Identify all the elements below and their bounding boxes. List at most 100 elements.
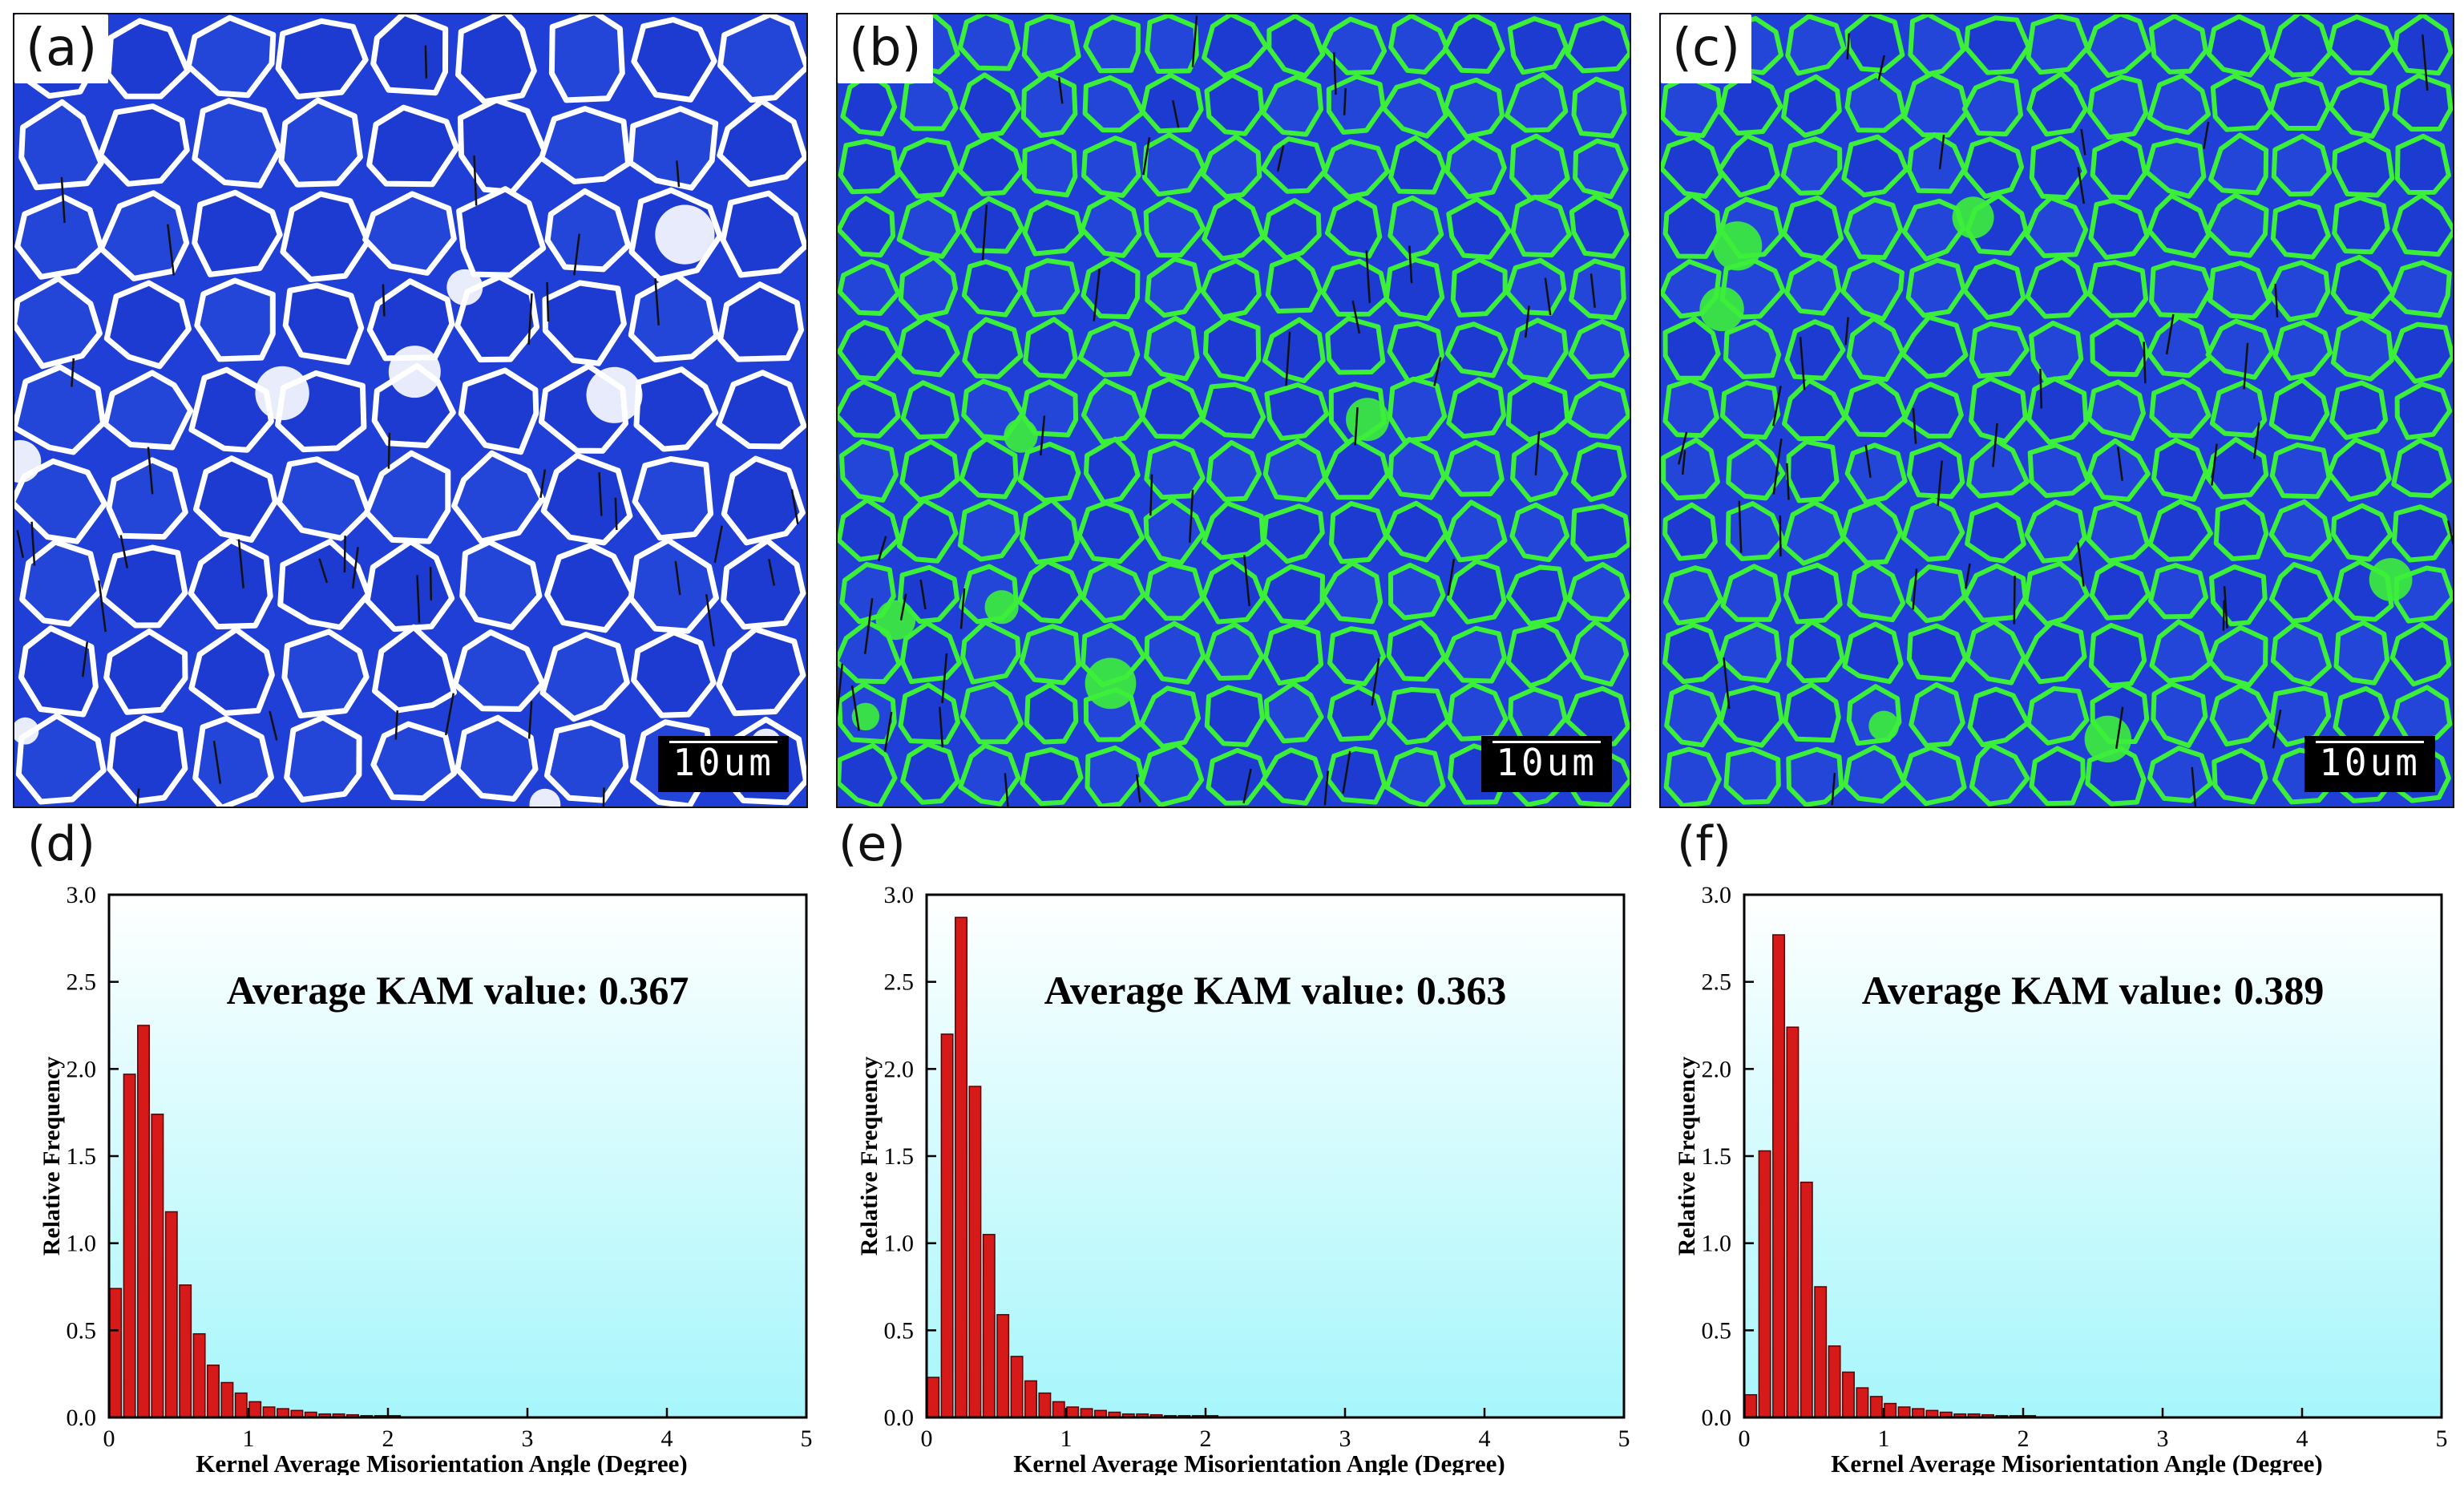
twin-boundary bbox=[2080, 128, 2086, 156]
kam-map-image bbox=[838, 14, 1630, 807]
grain bbox=[1023, 317, 1078, 379]
grain bbox=[1786, 746, 1844, 807]
histogram-bar bbox=[1080, 1408, 1093, 1418]
x-tick-label: 5 bbox=[801, 1425, 813, 1452]
grain bbox=[1260, 747, 1323, 806]
twin-boundary bbox=[269, 710, 278, 741]
grain bbox=[103, 280, 192, 370]
y-tick-label: 0.5 bbox=[67, 1317, 97, 1344]
grain bbox=[1388, 562, 1446, 621]
grain bbox=[1138, 742, 1205, 807]
boundary-cluster bbox=[1004, 418, 1038, 453]
kam-map-image bbox=[1661, 14, 2453, 807]
grain bbox=[1905, 257, 1966, 318]
grain bbox=[1723, 746, 1781, 805]
grain bbox=[2333, 620, 2390, 685]
twin-boundary bbox=[1276, 145, 1285, 172]
grain bbox=[2332, 195, 2390, 255]
grain bbox=[959, 196, 1024, 254]
grain bbox=[1969, 376, 2028, 444]
twin-boundary bbox=[1937, 460, 1943, 507]
grain bbox=[2149, 619, 2213, 684]
histogram-svg: 0.0 0.5 1.0 1.5 2.0 2.5 3.0 0 1 2 3 4 5 Kernel Averag… bbox=[856, 882, 1630, 1475]
grain bbox=[1206, 439, 1262, 502]
x-axis-label: Kernel Average Misorientation Angle (Deg… bbox=[1013, 1450, 1505, 1475]
grain bbox=[362, 191, 457, 276]
twin-boundary bbox=[1433, 357, 1442, 386]
histogram-bar bbox=[248, 1401, 262, 1418]
x-tick-label: 4 bbox=[1479, 1425, 1491, 1452]
grain bbox=[1263, 681, 1324, 744]
twin-boundary bbox=[387, 432, 391, 469]
twin-boundary bbox=[546, 281, 550, 322]
grain bbox=[2207, 625, 2268, 688]
grain bbox=[2208, 261, 2272, 321]
grain bbox=[2026, 14, 2090, 75]
grain bbox=[452, 629, 546, 712]
grain bbox=[720, 190, 806, 278]
twin-boundary bbox=[1093, 268, 1101, 321]
boundary-cluster bbox=[14, 717, 39, 745]
grain bbox=[1386, 620, 1447, 682]
twin-boundary bbox=[473, 156, 478, 206]
twin-boundary bbox=[1323, 770, 1329, 806]
grain bbox=[192, 189, 283, 277]
grain bbox=[1901, 745, 1967, 807]
grain bbox=[1507, 16, 1569, 75]
grain-boundaries bbox=[838, 14, 1630, 807]
twin-boundary bbox=[1285, 331, 1291, 386]
grain bbox=[899, 439, 960, 503]
boundary-cluster bbox=[2369, 558, 2413, 601]
twin-boundary bbox=[2165, 313, 2175, 355]
grain bbox=[2086, 379, 2146, 441]
twin-boundary bbox=[382, 284, 386, 317]
twin-boundary bbox=[1589, 273, 1596, 308]
grain bbox=[543, 719, 629, 803]
histogram-bar bbox=[164, 1211, 178, 1418]
twin-boundary bbox=[416, 575, 421, 623]
grain bbox=[896, 314, 960, 378]
histogram-bar bbox=[192, 1332, 206, 1418]
grain bbox=[1718, 621, 1782, 683]
grain bbox=[717, 281, 804, 362]
grain-boundaries bbox=[1661, 14, 2453, 807]
grain bbox=[106, 457, 188, 540]
grain bbox=[2212, 747, 2268, 805]
y-tick-label: 3.0 bbox=[884, 882, 915, 908]
twin-boundary bbox=[1342, 750, 1351, 794]
twin-boundary bbox=[1142, 137, 1151, 176]
x-tick-label: 4 bbox=[2296, 1425, 2308, 1452]
grain bbox=[1446, 377, 1506, 439]
twin-boundary bbox=[1447, 558, 1456, 596]
scale-bar-text: 10um bbox=[2319, 741, 2421, 784]
twin-boundary bbox=[705, 594, 715, 647]
y-tick-label: 1.0 bbox=[884, 1231, 915, 1257]
grain bbox=[1383, 500, 1448, 563]
grain bbox=[98, 190, 190, 281]
grain bbox=[1841, 134, 1909, 198]
grain bbox=[1573, 138, 1629, 200]
grain bbox=[1783, 681, 1841, 743]
scale-bar-line bbox=[669, 741, 778, 743]
twin-boundary bbox=[1831, 772, 1836, 806]
grain bbox=[2389, 260, 2452, 318]
grain bbox=[1329, 501, 1389, 564]
grain bbox=[1568, 318, 1630, 380]
twin-boundary bbox=[981, 204, 988, 261]
twin-boundary bbox=[598, 471, 603, 516]
grain bbox=[1510, 194, 1572, 258]
twin-boundary bbox=[883, 711, 893, 753]
grain bbox=[1510, 437, 1569, 503]
x-tick-label: 3 bbox=[2157, 1425, 2169, 1452]
grain bbox=[1021, 14, 1081, 79]
panel-label-e: (e) bbox=[838, 816, 906, 872]
grain bbox=[631, 17, 717, 103]
twin-boundary bbox=[2203, 121, 2210, 150]
grain bbox=[1969, 321, 2030, 379]
grain bbox=[284, 714, 362, 803]
grain bbox=[1901, 198, 1966, 262]
x-axis-label: Kernel Average Misorientation Angle (Deg… bbox=[196, 1450, 688, 1475]
scale-bar-text: 10um bbox=[1496, 741, 1598, 784]
grain bbox=[2088, 622, 2147, 689]
y-axis-label: Relative Frequency bbox=[856, 1057, 883, 1256]
